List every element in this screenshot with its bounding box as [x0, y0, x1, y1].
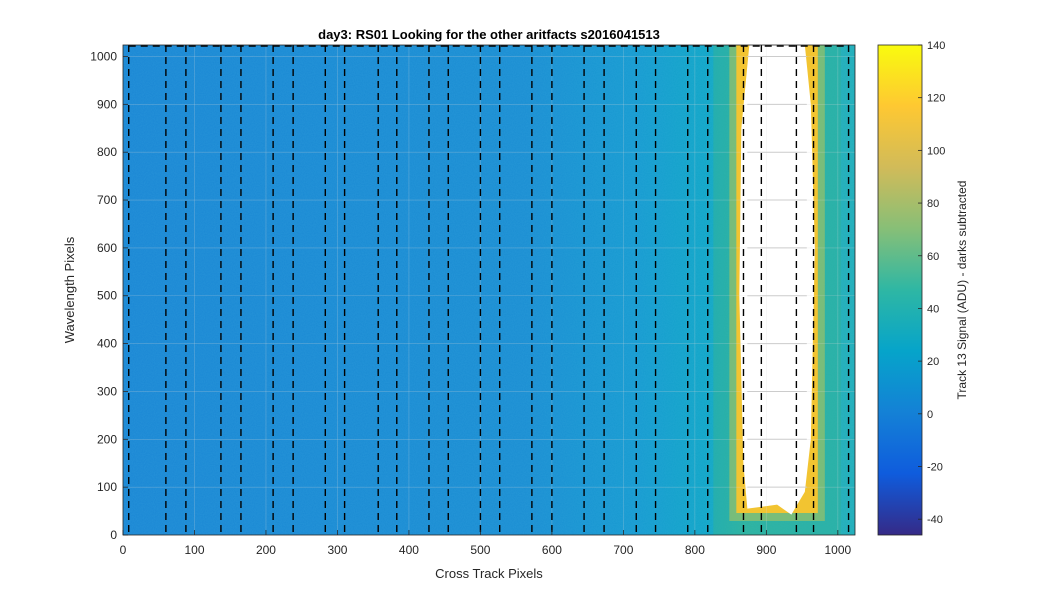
colorbar-tick-label: 140	[927, 40, 945, 52]
colorbar-tick-label: 100	[927, 145, 945, 157]
x-tick-label: 700	[613, 543, 633, 557]
colorbar-tick-label: 0	[927, 409, 933, 421]
x-tick-label: 400	[399, 543, 419, 557]
x-tick-label: 100	[184, 543, 204, 557]
y-axis: 0 100 200 300 400 500 600 700 800 900 1000	[90, 49, 128, 542]
x-tick-label: 500	[470, 543, 490, 557]
y-tick-label: 700	[97, 193, 117, 207]
colorbar-tick-label: 120	[927, 93, 945, 105]
y-tick-label: 0	[110, 528, 117, 542]
y-tick-label: 400	[97, 337, 117, 351]
x-tick-label: 0	[120, 543, 127, 557]
colorbar-tick-label: 40	[927, 303, 939, 315]
plot-area	[123, 45, 855, 535]
x-tick-label: 200	[256, 543, 276, 557]
grid-lines	[123, 45, 855, 535]
colorbar-tick-label: 80	[927, 198, 939, 210]
x-tick-label: 800	[685, 543, 705, 557]
x-axis: 0 100 200 300 400 500 600 700 800 900 1000	[120, 530, 852, 557]
x-tick-label: 300	[327, 543, 347, 557]
saturated-region	[739, 45, 815, 515]
y-tick-label: 300	[97, 384, 117, 398]
y-tick-label: 900	[97, 97, 117, 111]
x-tick-label: 900	[756, 543, 776, 557]
y-tick-label: 500	[97, 289, 117, 303]
colorbar-tick-label: 20	[927, 356, 939, 368]
colorbar-fill	[877, 44, 923, 536]
y-tick-label: 1000	[90, 49, 117, 63]
dashed-boundaries	[128, 45, 850, 535]
colorbar-tick-label: 60	[927, 251, 939, 263]
colorbar-tick-label: -20	[927, 462, 943, 474]
saturation-band	[713, 45, 841, 535]
colorbar-ticks: -40 -20 0 20 40 60 80 100 120 140	[918, 40, 945, 526]
y-tick-label: 200	[97, 432, 117, 446]
colorbar-tick-label: -40	[927, 514, 943, 526]
y-tick-label: 800	[97, 145, 117, 159]
plot-frame	[122, 44, 856, 536]
y-tick-label: 100	[97, 480, 117, 494]
x-tick-label: 1000	[824, 543, 851, 557]
chart-title: day3: RS01 Looking for the other aritfac…	[318, 27, 660, 42]
y-tick-label: 600	[97, 241, 117, 255]
colorbar: -40 -20 0 20 40 60 80 100 120 140 Track 13 Signal…	[877, 40, 969, 536]
x-tick-label: 600	[542, 543, 562, 557]
x-axis-label: Cross Track Pixels	[435, 566, 543, 581]
y-axis-label: Wavelength Pixels	[62, 236, 77, 343]
colorbar-label: Track 13 Signal (ADU) - darks subtracted	[955, 181, 969, 400]
